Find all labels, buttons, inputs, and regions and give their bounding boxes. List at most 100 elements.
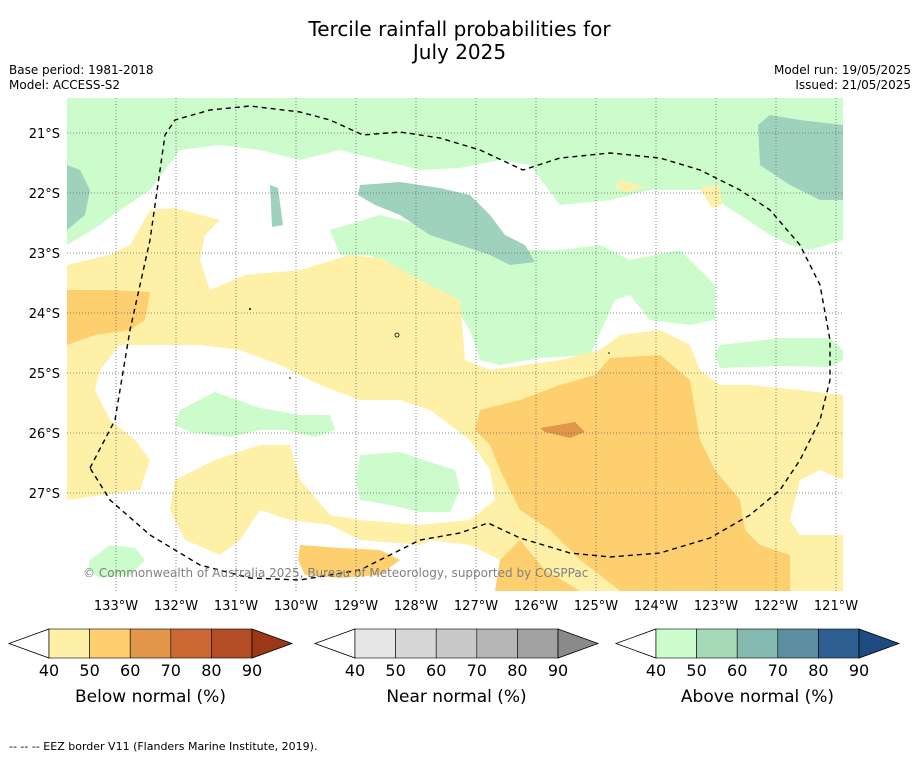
colorbar-label: Above normal (%): [681, 687, 834, 707]
colorbar-segment: [476, 628, 518, 659]
lon-label: 129°W: [334, 599, 378, 614]
colorbar-segment: [129, 628, 172, 659]
colorbar-segment: [818, 628, 860, 659]
above-normal-40-region-mid: [330, 215, 715, 365]
colorbar-max-extend: [251, 628, 294, 659]
lat-label: 25°S: [29, 367, 60, 382]
above-normal-60-region-north: [358, 182, 535, 265]
colorbar-segment: [211, 628, 253, 659]
lon-label: 122°W: [754, 599, 798, 614]
lon-label: 121°W: [814, 599, 858, 614]
probability-fill-layer: [67, 98, 843, 591]
model-text: Model: ACCESS-S2: [9, 78, 121, 92]
title-line-1: Tercile rainfall probabilities for: [308, 17, 611, 41]
colorbar-segment: [517, 628, 559, 659]
above-normal-40-region-corner: [88, 545, 145, 578]
lat-axis-labels: 21°S 22°S 23°S 24°S 25°S 26°S 27°S: [29, 127, 60, 502]
colorbar-tick-label: 70: [161, 661, 181, 680]
lon-label: 125°W: [574, 599, 618, 614]
below-normal-50-region-bottom: [495, 540, 580, 591]
below-normal-40-patch-northeast: [700, 185, 722, 208]
colorbar-max-extend: [858, 628, 901, 659]
base-period-text: Base period: 1981-2018: [9, 63, 154, 77]
colorbar-max-extend: [557, 628, 600, 659]
meta-left: Base period: 1981-2018 Model: ACCESS-S2: [9, 63, 154, 93]
colorbar-min-extend: [7, 628, 50, 659]
colorbar-segment: [395, 628, 437, 659]
colorbar-min-extend: [313, 628, 356, 659]
colorbar-label: Near normal (%): [386, 687, 526, 707]
lon-label: 126°W: [514, 599, 558, 614]
lat-label: 27°S: [29, 487, 60, 502]
above-normal-60-region-east: [758, 115, 843, 200]
colorbar-segment: [777, 628, 819, 659]
colorbar-tick-label: 50: [79, 661, 99, 680]
colorbar-0: 40 50 60 70 80 90 Below normal (%): [7, 628, 294, 707]
colorbar-segment: [170, 628, 212, 659]
colorbar-segment: [354, 628, 396, 659]
colorbar-tick-label: 80: [201, 661, 221, 680]
lon-label: 130°W: [274, 599, 318, 614]
lat-label: 26°S: [29, 427, 60, 442]
copyright-text: © Commonwealth of Australia 2025, Bureau…: [83, 566, 588, 580]
above-normal-40-region-southwest: [175, 392, 335, 437]
model-run-text: Model run: 19/05/2025: [773, 63, 911, 77]
colorbar-tick-label: 60: [727, 661, 747, 680]
colorbar-legends: 40 50 60 70 80 90 Below normal (%) 40 50 60 70 80 90…: [7, 628, 901, 707]
below-normal-50-region-south: [298, 545, 400, 578]
colorbar-tick-label: 80: [507, 661, 527, 680]
colorbar-tick-label: 40: [39, 661, 59, 680]
lat-label: 21°S: [29, 127, 60, 142]
lat-label: 24°S: [29, 307, 60, 322]
colorbar-tick-label: 60: [120, 661, 140, 680]
colorbar-segment: [736, 628, 779, 659]
graticule: [67, 98, 843, 591]
footer-note: -- -- -- EEZ border V11 (Flanders Marine…: [9, 740, 318, 753]
lon-label: 124°W: [634, 599, 678, 614]
colorbar-segment: [655, 628, 697, 659]
above-normal-40-region-east: [715, 338, 843, 368]
rainfall-map: © Commonwealth of Australia 2025, Bureau…: [7, 98, 901, 707]
colorbar-tick-label: 90: [849, 661, 869, 680]
map-title: Tercile rainfall probabilities for July …: [0, 18, 919, 64]
lon-label: 132°W: [154, 599, 198, 614]
colorbar-min-extend: [614, 628, 657, 659]
above-normal-40-region-north: [67, 98, 843, 250]
colorbar-label: Below normal (%): [75, 687, 226, 707]
colorbar-segment: [435, 628, 478, 659]
above-normal-60-small: [270, 185, 283, 227]
colorbar-tick-label: 60: [426, 661, 446, 680]
colorbar-tick-label: 40: [345, 661, 365, 680]
eez-border: [89, 105, 831, 581]
colorbar-tick-label: 70: [768, 661, 788, 680]
above-normal-40-region-south: [356, 452, 460, 512]
below-normal-40-patch-north: [615, 180, 645, 192]
lat-label: 22°S: [29, 187, 60, 202]
colorbar-2: 40 50 60 70 80 90 Above normal (%): [614, 628, 901, 707]
below-normal-60-patch: [540, 422, 585, 438]
lon-label: 131°W: [214, 599, 258, 614]
colorbar-tick-label: 50: [385, 661, 405, 680]
colorbar-segment: [696, 628, 738, 659]
colorbar-tick-label: 40: [646, 661, 666, 680]
colorbar-segment: [48, 628, 90, 659]
colorbar-1: 40 50 60 70 80 90 Near normal (%): [313, 628, 600, 707]
lon-label: 133°W: [94, 599, 138, 614]
issued-text: Issued: 21/05/2025: [795, 78, 911, 92]
lon-label: 128°W: [394, 599, 438, 614]
meta-right: Model run: 19/05/2025 Issued: 21/05/2025: [774, 63, 911, 93]
colorbar-tick-label: 50: [686, 661, 706, 680]
lat-label: 23°S: [29, 247, 60, 262]
colorbar-tick-label: 90: [242, 661, 262, 680]
colorbar-segment: [89, 628, 131, 659]
title-line-2: July 2025: [412, 40, 507, 64]
below-normal-50-region-west: [67, 290, 150, 345]
colorbar-tick-label: 80: [808, 661, 828, 680]
above-normal-60-region-west: [67, 165, 90, 230]
below-normal-50-region-east: [475, 355, 790, 591]
colorbar-tick-label: 90: [548, 661, 568, 680]
lon-label: 123°W: [694, 599, 738, 614]
lon-axis-labels: 133°W 132°W 131°W 130°W 129°W 128°W 127°…: [94, 599, 858, 614]
colorbar-tick-label: 70: [467, 661, 487, 680]
lon-label: 127°W: [454, 599, 498, 614]
